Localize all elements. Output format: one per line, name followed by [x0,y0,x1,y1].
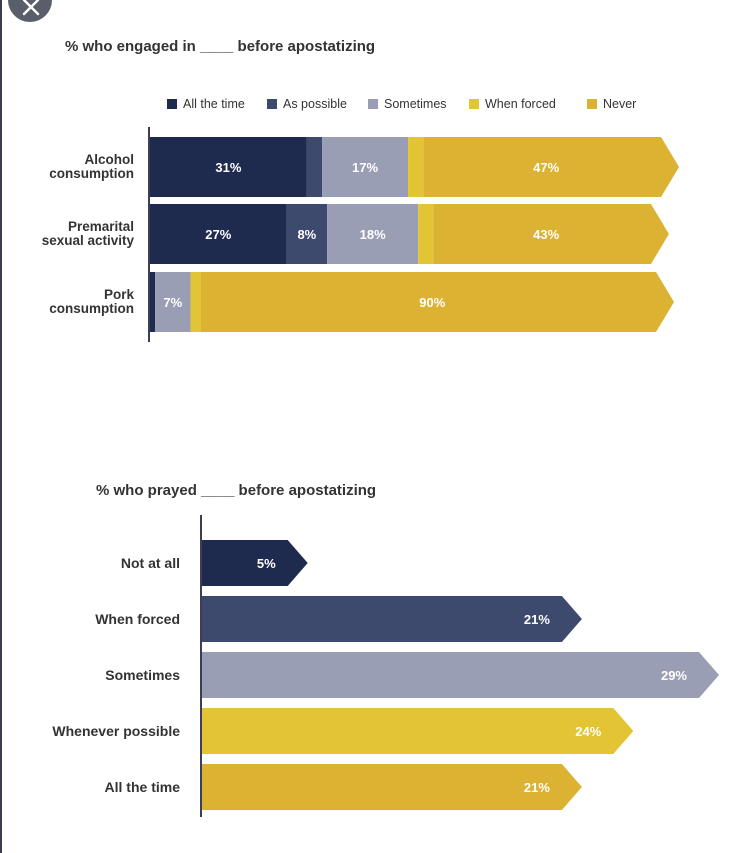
bar-segment-sometimes [327,204,419,264]
data-label: 21% [524,612,550,627]
category-label: Alcohol [85,152,135,167]
chart-title-engaged: % who engaged in ____ before apostatizin… [65,38,376,55]
data-label: 24% [575,724,601,739]
bar-segment-as-possible [286,204,328,264]
category-label: Whenever possible [52,723,180,739]
data-label: 27% [205,227,231,242]
data-label: 21% [524,780,550,795]
bar-when-forced [202,596,582,642]
legend-label-sometimes: Sometimes [384,97,447,111]
bar-segment-when-forced [190,272,201,332]
legend-label-when-forced: When forced [485,97,556,111]
legend-label-as-possible: As possible [283,97,347,111]
bar-segment-never [200,272,674,332]
bar-segment-when-forced [418,204,434,264]
bar-chart-prayed: 5% Not at all 21% When forced 29% Sometimes 24… [52,515,719,817]
category-label: sexual activity [42,233,135,248]
close-button[interactable] [8,0,52,22]
category-label: Pork [104,287,135,302]
bar-not-at-all [202,540,308,586]
bar-all-the-time [202,764,582,810]
bar-segment-sometimes [322,137,409,197]
bar-segment-all-the-time [150,272,156,332]
data-label: 31% [215,160,241,175]
data-label: 90% [419,295,445,310]
data-label: 43% [533,227,559,242]
data-label: 5% [257,556,276,571]
category-label: All the time [105,779,181,795]
bar-segment-sometimes [155,272,191,332]
stacked-bar-chart-engaged: All the time As possible Sometimes When for… [42,97,680,342]
bar-segment-as-possible [306,137,323,197]
data-label: 7% [163,295,182,310]
legend-swatch-all-the-time [167,99,177,109]
bar-segment-never [423,137,680,197]
bar-segment-all-the-time [150,137,307,197]
data-label: 47% [533,160,559,175]
category-label: Sometimes [105,667,180,683]
category-label: Not at all [121,555,180,571]
bar-segment-when-forced [408,137,424,197]
bar-segment-never [433,204,669,264]
data-label: 29% [661,668,687,683]
legend-swatch-never [587,99,597,109]
chart-title-prayed: % who prayed ____ before apostatizing [96,482,377,499]
legend-swatch-as-possible [267,99,277,109]
data-label: 18% [360,227,386,242]
category-label: consumption [49,166,134,181]
category-label: When forced [95,611,180,627]
data-label: 17% [352,160,378,175]
window-left-edge [0,0,2,853]
bar-whenever-possible [202,708,634,754]
category-label: consumption [49,301,134,316]
legend-label-all-the-time: All the time [183,97,245,111]
bar-segment-all-the-time [150,204,287,264]
legend-label-never: Never [603,97,636,111]
bar-sometimes [202,652,719,698]
data-label: 8% [297,227,316,242]
close-icon [22,0,40,16]
category-label: Premarital [68,219,134,234]
legend-swatch-when-forced [469,99,479,109]
legend-swatch-sometimes [368,99,378,109]
